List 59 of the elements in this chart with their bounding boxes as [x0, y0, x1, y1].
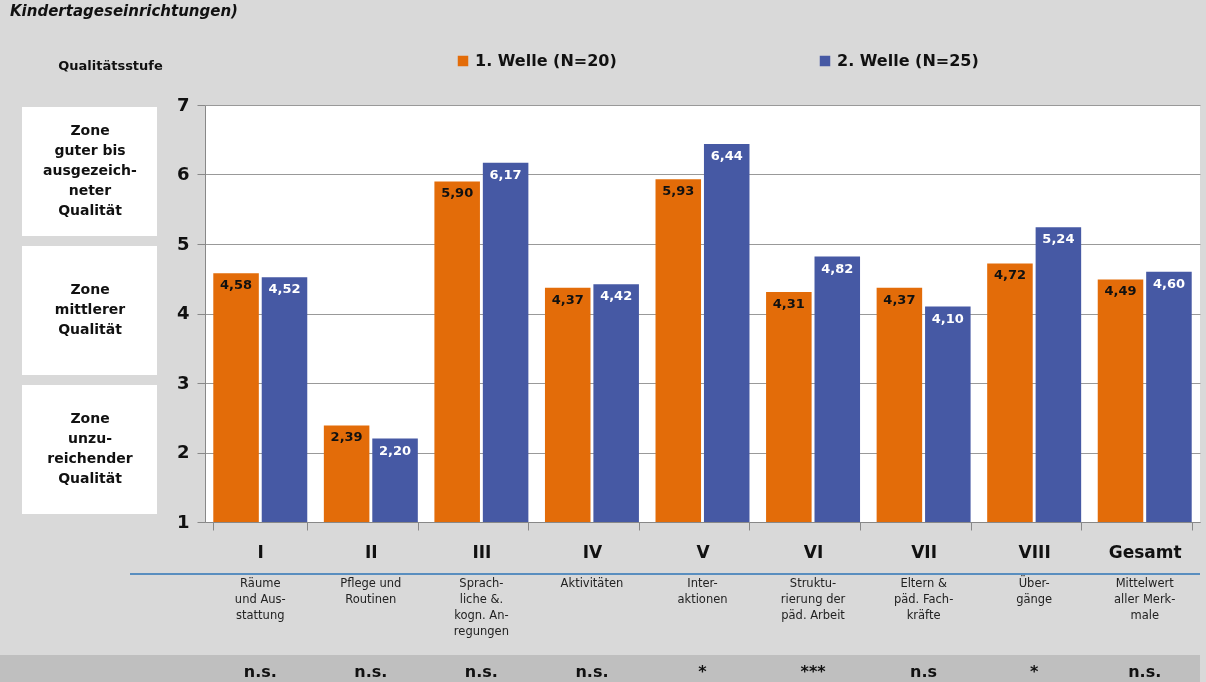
x-tick-label: V: [696, 541, 711, 562]
text: n.s.: [354, 662, 388, 681]
x-tick-label: IV: [582, 541, 604, 562]
data-label: 4,37: [883, 291, 916, 307]
data-label: 4,58: [220, 277, 253, 293]
x-tick-label: Gesamt: [1108, 541, 1182, 562]
y-axis-title: Qualitätsstufe: [58, 57, 163, 73]
text: n.s.: [575, 662, 609, 681]
text: Über- gänge: [1016, 574, 1053, 606]
y-tick-label: 7: [176, 93, 190, 115]
data-label: 4,49: [1104, 283, 1137, 299]
y-tick-label: 4: [176, 302, 190, 323]
data-label: 6,44: [710, 147, 743, 163]
legend-label: 2. Welle (N=25): [837, 51, 979, 70]
text: Zone guter bis ausgezeich- neter Qualität: [43, 121, 138, 218]
x-tick-label: VIII: [1018, 541, 1051, 562]
text: *: [1029, 662, 1039, 681]
data-label: 4,37: [551, 291, 584, 307]
x-tick-label: III: [472, 541, 492, 562]
data-label: 4,31: [772, 295, 805, 311]
x-tick-label: VII: [911, 541, 938, 562]
text: n.s.: [1128, 662, 1162, 681]
x-tick-label: VI: [803, 541, 824, 562]
text: *: [698, 662, 708, 681]
text: Struktu- rierung der päd. Arbeit: [780, 576, 846, 622]
data-label: 5,93: [662, 183, 695, 199]
x-tick-label: I: [257, 541, 264, 562]
data-label: 5,90: [441, 185, 474, 201]
text: Mittelwert aller Merk- male: [1114, 576, 1176, 622]
data-label: 4,10: [931, 310, 964, 326]
y-tick-label: 3: [176, 371, 190, 393]
data-label: 6,17: [489, 166, 522, 182]
text: n.s.: [464, 662, 498, 681]
text: Aktivitäten: [560, 576, 624, 590]
data-label: 4,52: [268, 281, 301, 297]
y-tick-label: 5: [176, 232, 190, 254]
data-label: 5,24: [1042, 231, 1075, 247]
y-tick-label: 6: [176, 163, 190, 184]
data-label: 2,39: [330, 429, 363, 445]
text: Pflege und Routinen: [340, 576, 402, 606]
data-label: 4,60: [1152, 275, 1185, 291]
data-label: 4,82: [821, 260, 854, 276]
text: Eltern & päd. Fach- kräfte: [893, 576, 954, 622]
text: Sprach- liche &. kogn. An- regungen: [453, 576, 509, 638]
legend-label: 1. Welle (N=20): [475, 51, 617, 70]
y-tick-label: 1: [176, 510, 190, 532]
text: n.s.: [243, 662, 277, 681]
text: Zone unzu- reichender Qualität: [47, 409, 133, 486]
text: Räume und Aus- stattung: [234, 576, 286, 622]
x-tick-label: II: [365, 541, 378, 562]
data-label: 2,20: [379, 442, 412, 458]
text: Inter- aktionen: [677, 576, 728, 606]
data-label: 4,42: [600, 288, 633, 304]
y-tick-label: 2: [176, 441, 190, 462]
text: ***: [800, 662, 827, 681]
chart-title: Kindertageseinrichtungen): [10, 2, 238, 20]
text: Zone mittlerer Qualität: [54, 280, 126, 337]
text: n.s: [910, 662, 938, 681]
data-label: 4,72: [993, 267, 1026, 283]
